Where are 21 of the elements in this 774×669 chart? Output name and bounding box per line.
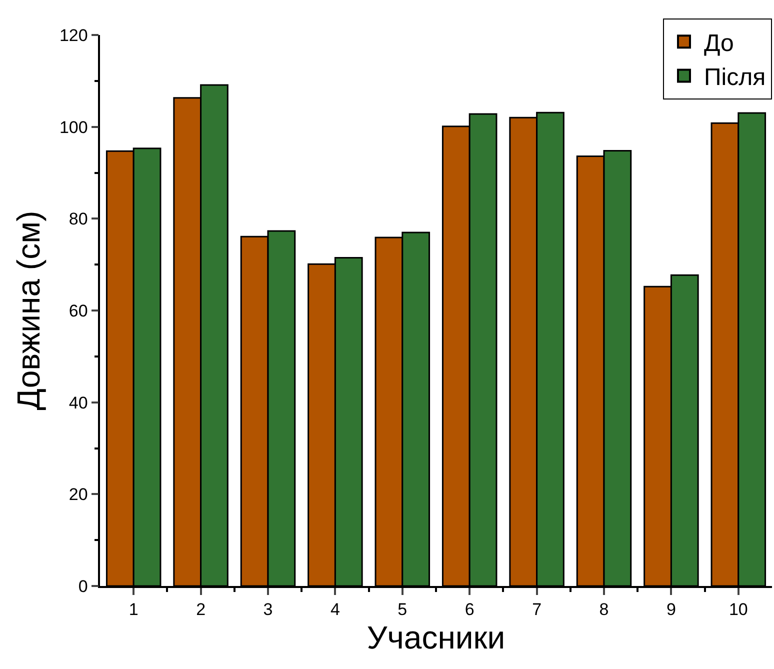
x-tick-label: 4 — [330, 600, 340, 620]
y-tick-label: 80 — [68, 210, 88, 229]
x-tick-label: 5 — [398, 600, 408, 620]
y-axis-title: Довжина (см) — [10, 210, 46, 410]
y-tick-label: 0 — [78, 576, 88, 596]
x-tick-label: 6 — [464, 600, 474, 620]
y-tick-label: 40 — [68, 393, 88, 412]
x-tick-label: 8 — [599, 600, 609, 620]
y-tick-label: 60 — [68, 301, 88, 320]
x-axis-title: Учасники — [366, 620, 506, 656]
legend-label: До — [704, 30, 734, 57]
y-tick-label: 120 — [59, 26, 88, 45]
legend-label: Після — [704, 64, 766, 92]
x-tick-label: 7 — [532, 600, 542, 620]
y-tick-label: 100 — [59, 118, 88, 137]
x-tick-label: 3 — [263, 600, 273, 620]
x-tick-label: 9 — [666, 600, 676, 620]
x-tick-label: 2 — [196, 600, 206, 620]
y-tick-label: 20 — [68, 485, 88, 504]
x-tick-label: 1 — [128, 600, 138, 620]
x-tick-label: 10 — [728, 600, 748, 620]
